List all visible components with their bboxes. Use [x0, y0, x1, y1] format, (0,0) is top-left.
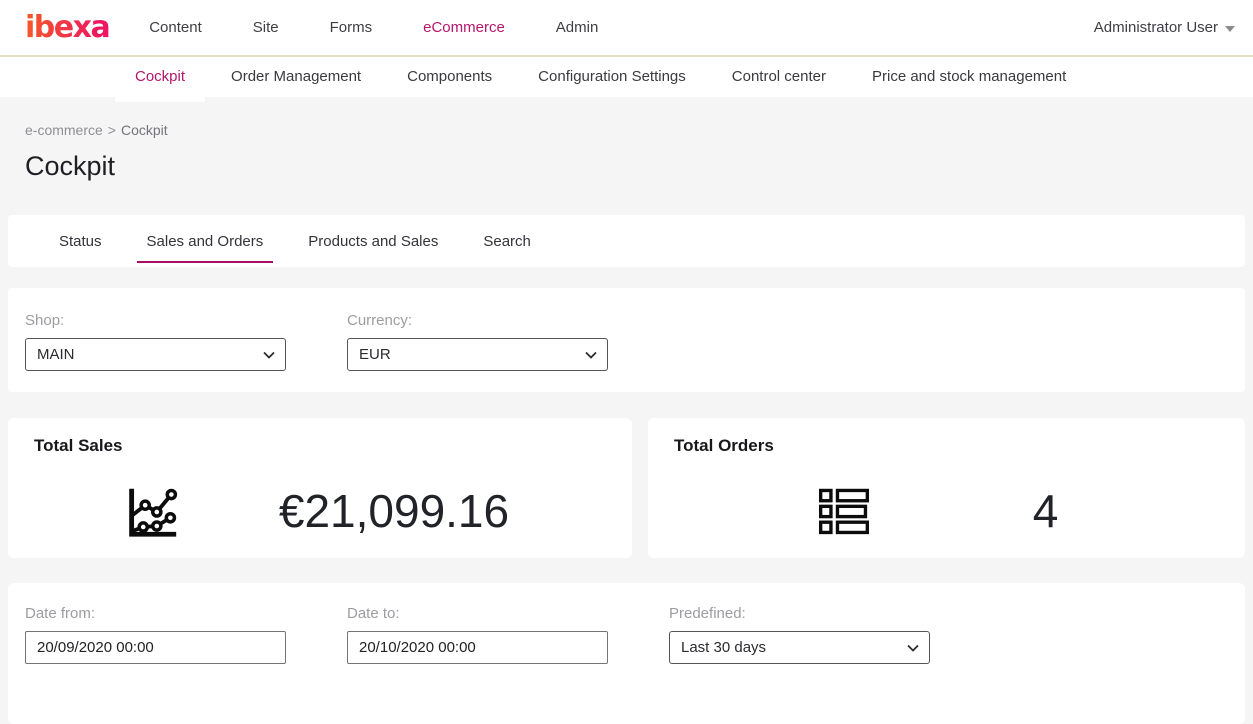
- shop-select[interactable]: MAIN: [25, 338, 286, 371]
- date-from-field: Date from:: [25, 605, 286, 664]
- orders-list-icon: [816, 483, 872, 539]
- user-menu-label: Administrator User: [1093, 19, 1218, 36]
- date-to-field: Date to:: [347, 605, 608, 664]
- breadcrumb: e-commerce > Cockpit: [25, 122, 1253, 138]
- ibexa-logo[interactable]: ibexa: [25, 9, 111, 45]
- caret-down-icon: [1225, 25, 1235, 32]
- menu-item-site[interactable]: Site: [252, 19, 279, 36]
- cockpit-tab-bar: Status Sales and Orders Products and Sal…: [8, 215, 1245, 267]
- subnav-item-control-center[interactable]: Control center: [731, 68, 826, 85]
- total-orders-title: Total Orders: [674, 436, 774, 455]
- predefined-field: Predefined: Last 30 days: [669, 605, 930, 664]
- tab-products-and-sales[interactable]: Products and Sales: [308, 232, 439, 250]
- date-to-input[interactable]: [347, 631, 608, 664]
- currency-select[interactable]: EUR: [347, 338, 608, 371]
- page-title: Cockpit: [25, 151, 116, 181]
- subnav-item-components[interactable]: Components: [407, 68, 493, 85]
- total-sales-value: €21,099.16: [278, 485, 510, 537]
- breadcrumb-cockpit: Cockpit: [120, 122, 168, 138]
- breadcrumb-ecommerce[interactable]: e-commerce: [25, 122, 103, 138]
- total-orders-value: 4: [1032, 485, 1059, 537]
- menu-item-admin[interactable]: Admin: [555, 19, 599, 36]
- top-nav-bar: ibexa Content Site Forms eCommerce Admin…: [0, 0, 1253, 57]
- tab-status[interactable]: Status: [59, 232, 102, 250]
- date-from-label: Date from:: [25, 605, 96, 622]
- subnav-item-order-management[interactable]: Order Management: [231, 68, 362, 85]
- main-menu: Content Site Forms eCommerce Admin: [149, 19, 598, 36]
- date-filter-panel: Date from: Date to: Predefined: Last 30 …: [8, 583, 1245, 724]
- shop-currency-filter-panel: Shop: MAIN Currency: EUR: [8, 288, 1245, 392]
- total-sales-title: Total Sales: [34, 436, 123, 455]
- date-to-label: Date to:: [347, 605, 400, 622]
- predefined-label: Predefined:: [669, 605, 746, 622]
- currency-field: Currency: EUR: [347, 312, 608, 371]
- currency-label: Currency:: [347, 312, 413, 329]
- stats-row: Total Sales €21,099.16 Total Orders: [8, 418, 1245, 558]
- tab-search[interactable]: Search: [483, 232, 531, 250]
- date-from-input[interactable]: [25, 631, 286, 664]
- ecommerce-sub-nav: Cockpit Order Management Components Conf…: [0, 57, 1253, 102]
- tab-sales-and-orders[interactable]: Sales and Orders: [136, 215, 274, 267]
- menu-item-ecommerce[interactable]: eCommerce: [423, 19, 505, 36]
- total-orders-card: Total Orders 4: [648, 418, 1245, 558]
- shop-label: Shop:: [25, 312, 65, 329]
- predefined-select[interactable]: Last 30 days: [669, 631, 930, 664]
- menu-item-forms[interactable]: Forms: [329, 19, 373, 36]
- subnav-item-cockpit[interactable]: Cockpit: [114, 57, 206, 102]
- subnav-item-price-stock-management[interactable]: Price and stock management: [871, 68, 1067, 85]
- subnav-item-configuration-settings[interactable]: Configuration Settings: [538, 68, 686, 85]
- line-chart-icon: [120, 480, 182, 542]
- menu-item-content[interactable]: Content: [149, 19, 202, 36]
- user-menu[interactable]: Administrator User: [1094, 19, 1235, 36]
- total-sales-card: Total Sales €21,099.16: [8, 418, 632, 558]
- shop-field: Shop: MAIN: [25, 312, 286, 371]
- breadcrumb-separator: >: [107, 122, 116, 138]
